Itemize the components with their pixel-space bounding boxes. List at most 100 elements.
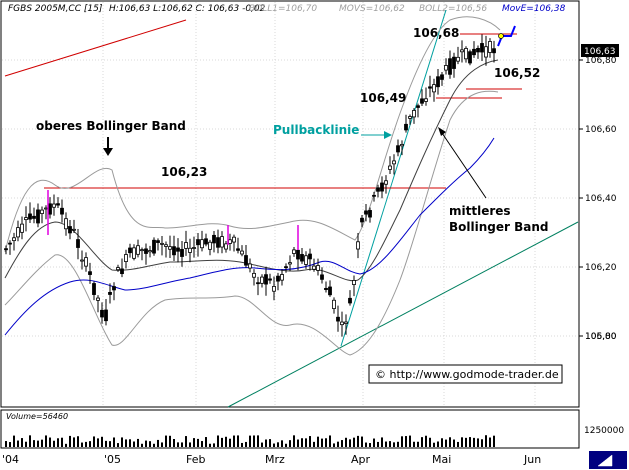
candle <box>268 273 272 284</box>
candle <box>136 239 140 258</box>
volume-bar <box>157 439 159 447</box>
candle <box>20 216 24 240</box>
candle <box>24 206 28 232</box>
candle <box>108 283 112 304</box>
candle <box>328 280 332 297</box>
y-tick-label: 106,20 <box>585 263 617 273</box>
volume-bar <box>473 437 475 447</box>
volume-bar <box>361 436 363 447</box>
candle <box>348 290 352 306</box>
label-upper-band: oberes Bollinger Band <box>36 119 186 133</box>
candle <box>488 38 492 58</box>
candle <box>224 240 228 253</box>
candle <box>464 46 468 63</box>
volume-bar <box>437 441 439 447</box>
volume-bar <box>197 438 199 447</box>
volume-bar <box>217 435 219 447</box>
volume-bar <box>305 438 307 447</box>
volume-bar <box>129 439 131 447</box>
volume-bars <box>5 435 495 447</box>
candle <box>380 176 384 199</box>
volume-bar <box>329 435 331 447</box>
volume-bar <box>393 442 395 447</box>
candle <box>164 241 168 258</box>
candle <box>36 203 40 228</box>
volume-bar <box>365 442 367 447</box>
volume-bar <box>89 441 91 447</box>
candle <box>196 232 200 257</box>
volume-bar <box>77 436 79 447</box>
volume-bar <box>37 440 39 447</box>
candle <box>444 58 448 75</box>
candle <box>252 269 256 286</box>
candle <box>92 281 96 301</box>
candle <box>480 34 484 61</box>
arrow-pullback <box>361 131 392 139</box>
volume-bar <box>21 438 23 447</box>
volume-bar <box>341 440 343 447</box>
volume-bar <box>121 437 123 447</box>
candles <box>4 34 496 337</box>
candle <box>448 50 452 79</box>
volume-bar <box>57 438 59 447</box>
volume-bar <box>177 442 179 447</box>
volume-bar <box>233 435 235 447</box>
volume-bar <box>153 443 155 447</box>
volume-bar <box>105 440 107 447</box>
candle <box>128 243 132 258</box>
candle <box>200 230 204 252</box>
candle <box>132 244 136 261</box>
volume-bar <box>5 441 7 447</box>
volume-bar <box>377 441 379 447</box>
candle <box>152 237 156 256</box>
candle <box>356 232 360 259</box>
candle <box>168 235 172 259</box>
volume-bar <box>53 440 55 447</box>
candle <box>144 243 148 265</box>
candle <box>56 197 60 208</box>
volume-bar <box>173 438 175 447</box>
candle <box>176 238 180 263</box>
candle <box>232 234 236 252</box>
volume-bar <box>253 435 255 447</box>
volume-bar <box>13 435 15 447</box>
volume-bar <box>101 436 103 447</box>
x-tick-label: Jun <box>523 453 541 466</box>
label-10649: 106,49 <box>360 91 406 105</box>
volume-bar <box>489 437 491 447</box>
x-tick-label: Feb <box>186 453 205 466</box>
volume-bar <box>273 443 275 447</box>
label-10668: 106,68 <box>413 26 459 40</box>
volume-bar <box>185 436 187 447</box>
candle <box>112 282 116 301</box>
y-tick-label: 106,80 <box>585 56 617 66</box>
candle <box>76 228 80 260</box>
volume-bar <box>469 437 471 447</box>
volume-bar <box>125 439 127 447</box>
volume-bar <box>165 435 167 447</box>
volume-bar <box>117 443 119 447</box>
candle <box>300 248 304 264</box>
y-tick-label: 105,80 <box>585 332 617 342</box>
volume-bar <box>73 437 75 447</box>
upper-bollinger-band <box>4 16 501 253</box>
candle <box>400 140 404 156</box>
projection-arrow <box>497 25 516 47</box>
volume-bar <box>221 437 223 447</box>
volume-bar <box>149 441 151 447</box>
volume-bar <box>445 439 447 447</box>
x-tick-label: '05 <box>104 453 121 466</box>
x-tick-label: Mrz <box>265 453 285 466</box>
volume-bar <box>205 437 207 447</box>
current-price-label: 106,63 <box>584 47 616 57</box>
candle <box>180 241 184 267</box>
candle <box>140 247 144 261</box>
volume-bar <box>313 441 315 447</box>
volume-bar <box>297 439 299 447</box>
volume-bar <box>245 441 247 447</box>
candle <box>4 245 8 255</box>
candle <box>372 191 376 202</box>
candle <box>28 202 32 223</box>
volume-bar <box>45 435 47 447</box>
volume-bar <box>337 441 339 447</box>
